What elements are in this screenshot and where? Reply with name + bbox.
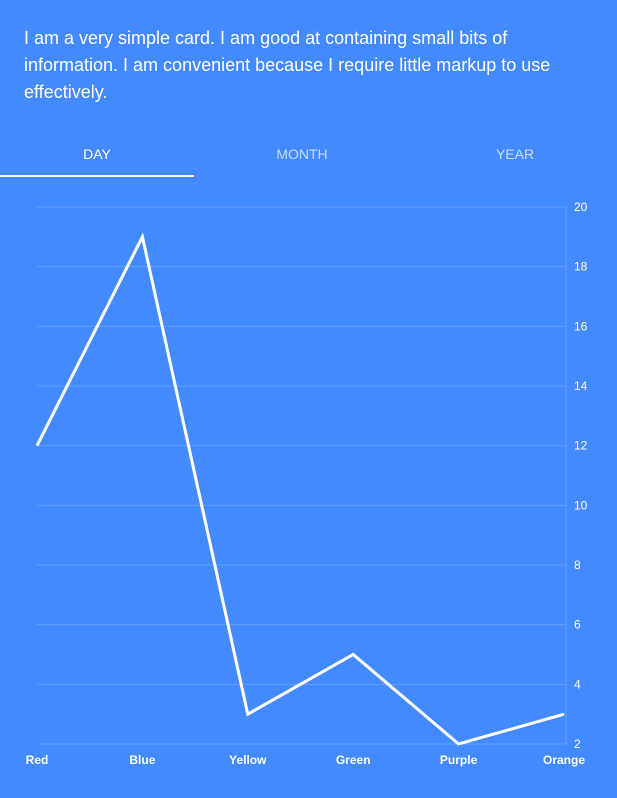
data-point[interactable]: [245, 711, 251, 717]
data-point[interactable]: [139, 234, 145, 240]
tab-indicator: [0, 175, 194, 177]
y-tick-label: 20: [574, 200, 588, 214]
x-tick-label: Purple: [440, 753, 478, 767]
y-tick-label: 4: [574, 677, 581, 691]
data-point[interactable]: [456, 741, 462, 747]
data-point[interactable]: [350, 652, 356, 658]
y-tick-label: 2: [574, 737, 581, 751]
x-tick-label: Red: [26, 753, 49, 767]
y-tick-label: 18: [574, 260, 588, 274]
x-tick-label: Yellow: [229, 753, 267, 767]
x-tick-label: Green: [336, 753, 371, 767]
tab-day[interactable]: DAY: [83, 146, 111, 162]
y-tick-label: 8: [574, 558, 581, 572]
x-tick-label: Blue: [129, 753, 155, 767]
card-text: I am a very simple card. I am good at co…: [24, 28, 551, 102]
y-tick-label: 6: [574, 618, 581, 632]
y-tick-label: 12: [574, 439, 588, 453]
series-line: [35, 232, 565, 746]
y-tick-label: 10: [574, 498, 588, 512]
line-chart: 2 4 6 8 10 12 14 16 18 20 Red Blue Yellow Green Purple…: [26, 200, 588, 767]
y-tick-label: 16: [574, 319, 588, 333]
y-tick-label: 14: [574, 379, 588, 393]
tab-bar: DAY MONTH YEAR: [0, 130, 617, 178]
data-point[interactable]: [34, 443, 40, 449]
x-tick-label: Orange: [543, 753, 585, 767]
tab-month[interactable]: MONTH: [276, 146, 328, 162]
tab-year[interactable]: YEAR: [495, 146, 535, 162]
data-point[interactable]: [561, 711, 567, 717]
